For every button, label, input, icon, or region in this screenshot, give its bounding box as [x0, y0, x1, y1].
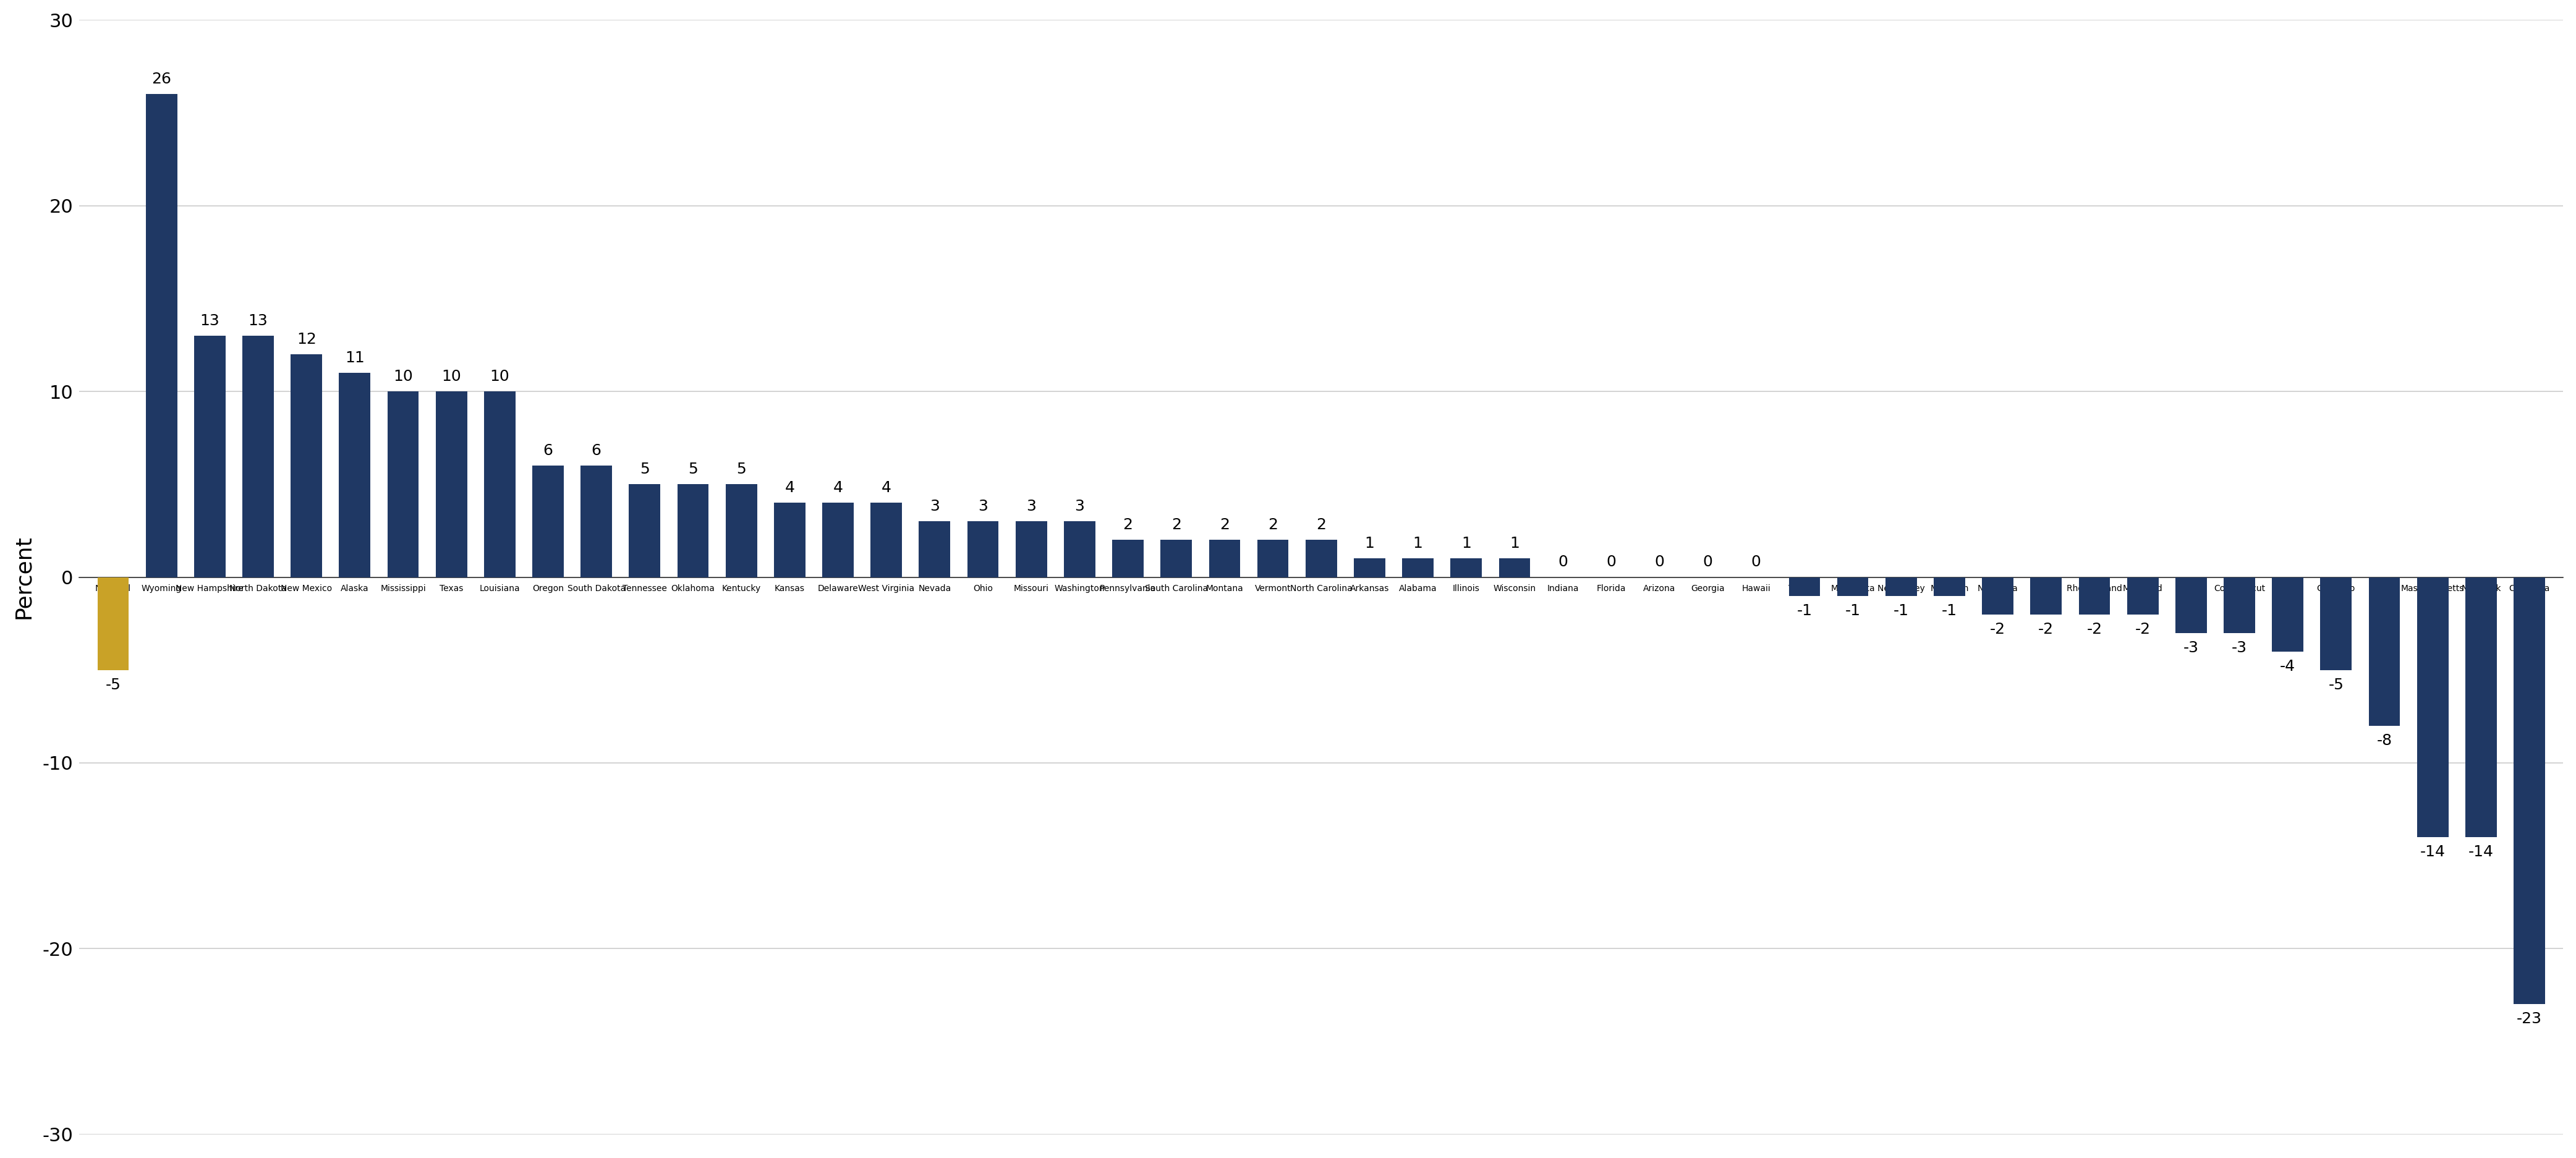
- Bar: [2272, 577, 2303, 652]
- Bar: [435, 391, 466, 577]
- Text: 1: 1: [1365, 536, 1376, 551]
- Bar: [2079, 577, 2110, 614]
- Text: -2: -2: [2136, 622, 2151, 637]
- Bar: [629, 484, 659, 577]
- Bar: [2223, 577, 2254, 633]
- Bar: [920, 521, 951, 577]
- Text: -4: -4: [2280, 659, 2295, 674]
- Text: 12: 12: [296, 332, 317, 347]
- Text: 2: 2: [1172, 518, 1182, 533]
- Text: -23: -23: [2517, 1012, 2543, 1026]
- Text: 10: 10: [489, 369, 510, 384]
- Bar: [2321, 577, 2352, 670]
- Text: -3: -3: [2184, 640, 2200, 655]
- Bar: [871, 503, 902, 577]
- Text: -5: -5: [2329, 677, 2344, 692]
- Bar: [386, 391, 420, 577]
- Text: 13: 13: [201, 314, 219, 328]
- Text: -2: -2: [2087, 622, 2102, 637]
- Bar: [1162, 540, 1193, 577]
- Text: -8: -8: [2378, 733, 2393, 748]
- Text: 2: 2: [1218, 518, 1229, 533]
- Bar: [822, 503, 853, 577]
- Bar: [1788, 577, 1821, 595]
- Text: 3: 3: [979, 499, 987, 514]
- Bar: [1257, 540, 1288, 577]
- Text: 4: 4: [881, 481, 891, 496]
- Bar: [1355, 558, 1386, 577]
- Text: 5: 5: [688, 462, 698, 477]
- Text: 11: 11: [345, 351, 366, 366]
- Text: 5: 5: [737, 462, 747, 477]
- Y-axis label: Percent: Percent: [13, 535, 33, 620]
- Text: 0: 0: [1752, 555, 1762, 570]
- Text: -14: -14: [2419, 844, 2445, 859]
- Text: 2: 2: [1316, 518, 1327, 533]
- Bar: [1208, 540, 1239, 577]
- Text: 0: 0: [1703, 555, 1713, 570]
- Bar: [2416, 577, 2447, 837]
- Bar: [147, 94, 178, 577]
- Bar: [1935, 577, 1965, 595]
- Text: -1: -1: [1844, 603, 1860, 618]
- Text: 2: 2: [1123, 518, 1133, 533]
- Bar: [773, 503, 806, 577]
- Bar: [580, 466, 613, 577]
- Bar: [2367, 577, 2401, 726]
- Bar: [2514, 577, 2545, 1004]
- Bar: [1401, 558, 1435, 577]
- Text: 6: 6: [592, 444, 600, 459]
- Text: 10: 10: [394, 369, 412, 384]
- Bar: [533, 466, 564, 577]
- Text: -3: -3: [2231, 640, 2246, 655]
- Bar: [2465, 577, 2496, 837]
- Bar: [966, 521, 999, 577]
- Text: -1: -1: [1795, 603, 1811, 618]
- Text: 10: 10: [440, 369, 461, 384]
- Text: -1: -1: [1893, 603, 1909, 618]
- Text: -14: -14: [2468, 844, 2494, 859]
- Bar: [340, 373, 371, 577]
- Text: 6: 6: [544, 444, 554, 459]
- Text: -5: -5: [106, 677, 121, 692]
- Bar: [2030, 577, 2061, 614]
- Bar: [1064, 521, 1095, 577]
- Text: 4: 4: [786, 481, 793, 496]
- Bar: [1981, 577, 2014, 614]
- Bar: [98, 577, 129, 670]
- Text: 2: 2: [1267, 518, 1278, 533]
- Text: 13: 13: [247, 314, 268, 328]
- Text: 4: 4: [832, 481, 842, 496]
- Bar: [1499, 558, 1530, 577]
- Bar: [1837, 577, 1868, 595]
- Bar: [2174, 577, 2208, 633]
- Bar: [1886, 577, 1917, 595]
- Bar: [484, 391, 515, 577]
- Text: 26: 26: [152, 72, 173, 87]
- Bar: [677, 484, 708, 577]
- Bar: [1015, 521, 1046, 577]
- Text: 3: 3: [930, 499, 940, 514]
- Bar: [2128, 577, 2159, 614]
- Text: 0: 0: [1654, 555, 1664, 570]
- Bar: [193, 336, 227, 577]
- Text: 1: 1: [1510, 536, 1520, 551]
- Text: -2: -2: [1991, 622, 2007, 637]
- Text: -1: -1: [1942, 603, 1958, 618]
- Text: 1: 1: [1461, 536, 1471, 551]
- Bar: [1306, 540, 1337, 577]
- Text: 1: 1: [1414, 536, 1422, 551]
- Text: 3: 3: [1025, 499, 1036, 514]
- Text: 0: 0: [1558, 555, 1569, 570]
- Bar: [291, 354, 322, 577]
- Text: 3: 3: [1074, 499, 1084, 514]
- Text: 5: 5: [639, 462, 649, 477]
- Text: -2: -2: [2038, 622, 2053, 637]
- Bar: [726, 484, 757, 577]
- Bar: [242, 336, 273, 577]
- Text: 0: 0: [1607, 555, 1615, 570]
- Bar: [1113, 540, 1144, 577]
- Bar: [1450, 558, 1481, 577]
